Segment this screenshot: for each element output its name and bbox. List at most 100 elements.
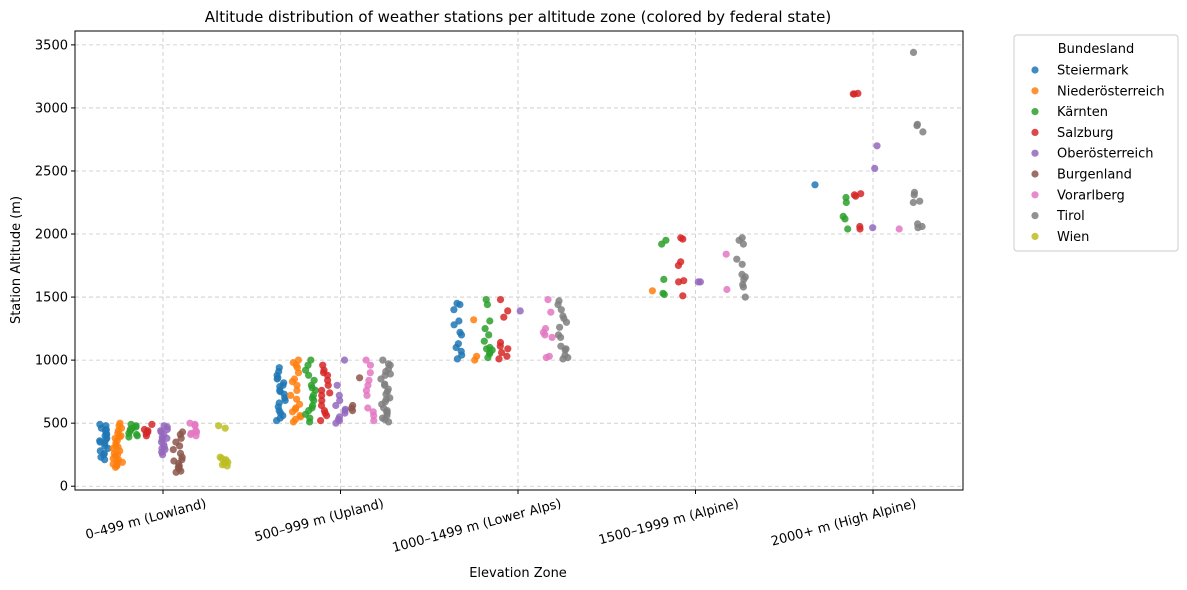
legend: Bundesland Steiermark Niederösterreich Kär…: [1013, 34, 1179, 252]
data-point: [455, 317, 463, 325]
legend-marker: [1031, 66, 1039, 74]
data-point: [96, 438, 104, 446]
legend-marker: [1031, 232, 1039, 240]
data-point: [504, 307, 512, 315]
legend-marker: [1031, 212, 1039, 220]
data-point: [482, 296, 490, 304]
x-axis: 0–499 m (Lowland) 500–999 m (Upland) 1000–…: [84, 490, 918, 556]
data-point: [379, 356, 387, 364]
legend-label: Niederösterreich: [1057, 84, 1165, 99]
data-point: [738, 234, 746, 242]
data-point: [910, 188, 919, 196]
series-Oberösterreich: [157, 142, 881, 459]
x-tick-label: 0–499 m (Lowland): [84, 496, 208, 543]
data-point: [221, 424, 229, 432]
data-point: [172, 438, 180, 446]
series-Kärnten: [125, 193, 852, 441]
data-point: [844, 225, 852, 233]
data-point: [560, 314, 568, 323]
data-point: [340, 356, 349, 364]
data-point: [662, 236, 670, 244]
legend-marker: [1031, 170, 1039, 178]
data-point: [275, 399, 283, 407]
data-point: [680, 277, 688, 285]
x-tick-label: 2000+ m (High Alpine): [770, 496, 918, 549]
y-axis-label: Station Altitude (m): [9, 196, 24, 324]
data-point: [842, 193, 850, 202]
data-point: [481, 325, 489, 333]
data-point: [318, 386, 326, 394]
data-point: [288, 378, 296, 386]
legend-label: Kärnten: [1057, 105, 1108, 120]
data-point: [292, 361, 300, 369]
data-point: [382, 367, 390, 376]
data-point: [470, 316, 478, 324]
data-point: [871, 164, 879, 172]
data-point: [854, 89, 862, 97]
data-point: [909, 198, 917, 207]
data-point: [454, 340, 462, 348]
data-point: [349, 401, 357, 410]
data-point: [308, 384, 316, 392]
series-Burgenland: [169, 374, 364, 476]
data-point: [913, 120, 922, 128]
data-point: [733, 255, 741, 263]
data-point: [383, 388, 391, 396]
data-point: [541, 325, 550, 333]
data-point: [186, 419, 194, 427]
data-point: [116, 433, 124, 441]
data-point: [109, 460, 117, 468]
data-point: [326, 389, 334, 397]
legend-marker: [1031, 87, 1039, 95]
data-point: [366, 361, 374, 369]
data-point: [504, 345, 512, 353]
data-point: [381, 398, 389, 406]
data-point: [163, 434, 171, 442]
legend-label: Salzburg: [1057, 126, 1114, 141]
y-tick-label: 3000: [35, 101, 68, 116]
data-point: [500, 313, 508, 321]
data-point: [909, 48, 918, 57]
data-point: [370, 417, 378, 425]
data-point: [369, 408, 377, 416]
data-point: [386, 361, 394, 369]
data-point: [483, 345, 491, 353]
data-point: [216, 453, 224, 461]
x-tick-label: 500–999 m (Upland): [253, 496, 385, 545]
data-point: [307, 356, 315, 364]
data-point: [738, 270, 746, 278]
data-point: [310, 376, 318, 384]
data-point: [556, 323, 564, 331]
data-point: [495, 355, 503, 363]
y-axis: 0 500 1000 1500 2000 2500 3000 3500: [35, 38, 75, 495]
data-point: [453, 299, 461, 307]
data-point: [157, 427, 165, 435]
legend-items: Steiermark Niederösterreich Kärnten Salzbur…: [1031, 64, 1165, 245]
data-point: [564, 354, 572, 362]
data-point: [215, 422, 223, 430]
data-point: [544, 296, 552, 304]
chart-title: Altitude distribution of weather station…: [205, 8, 831, 26]
data-point: [356, 374, 364, 382]
legend-marker: [1031, 128, 1039, 136]
data-point: [126, 425, 134, 434]
data-point: [856, 222, 864, 231]
data-point: [276, 409, 285, 417]
y-tick-label: 0: [60, 480, 68, 495]
series-Salzburg: [140, 89, 865, 440]
legend-label: Oberösterreich: [1057, 147, 1154, 162]
data-point: [486, 317, 494, 325]
y-tick-label: 2500: [35, 164, 68, 179]
data-point: [148, 420, 156, 428]
data-point: [158, 444, 166, 452]
series-Tirol: [377, 48, 927, 426]
data-point: [132, 423, 140, 431]
data-point: [547, 308, 555, 316]
data-point: [557, 306, 565, 314]
data-point: [319, 361, 327, 369]
data-point: [362, 356, 370, 364]
data-point: [850, 191, 859, 199]
data-point: [365, 376, 373, 384]
legend-label: Wien: [1057, 230, 1089, 245]
